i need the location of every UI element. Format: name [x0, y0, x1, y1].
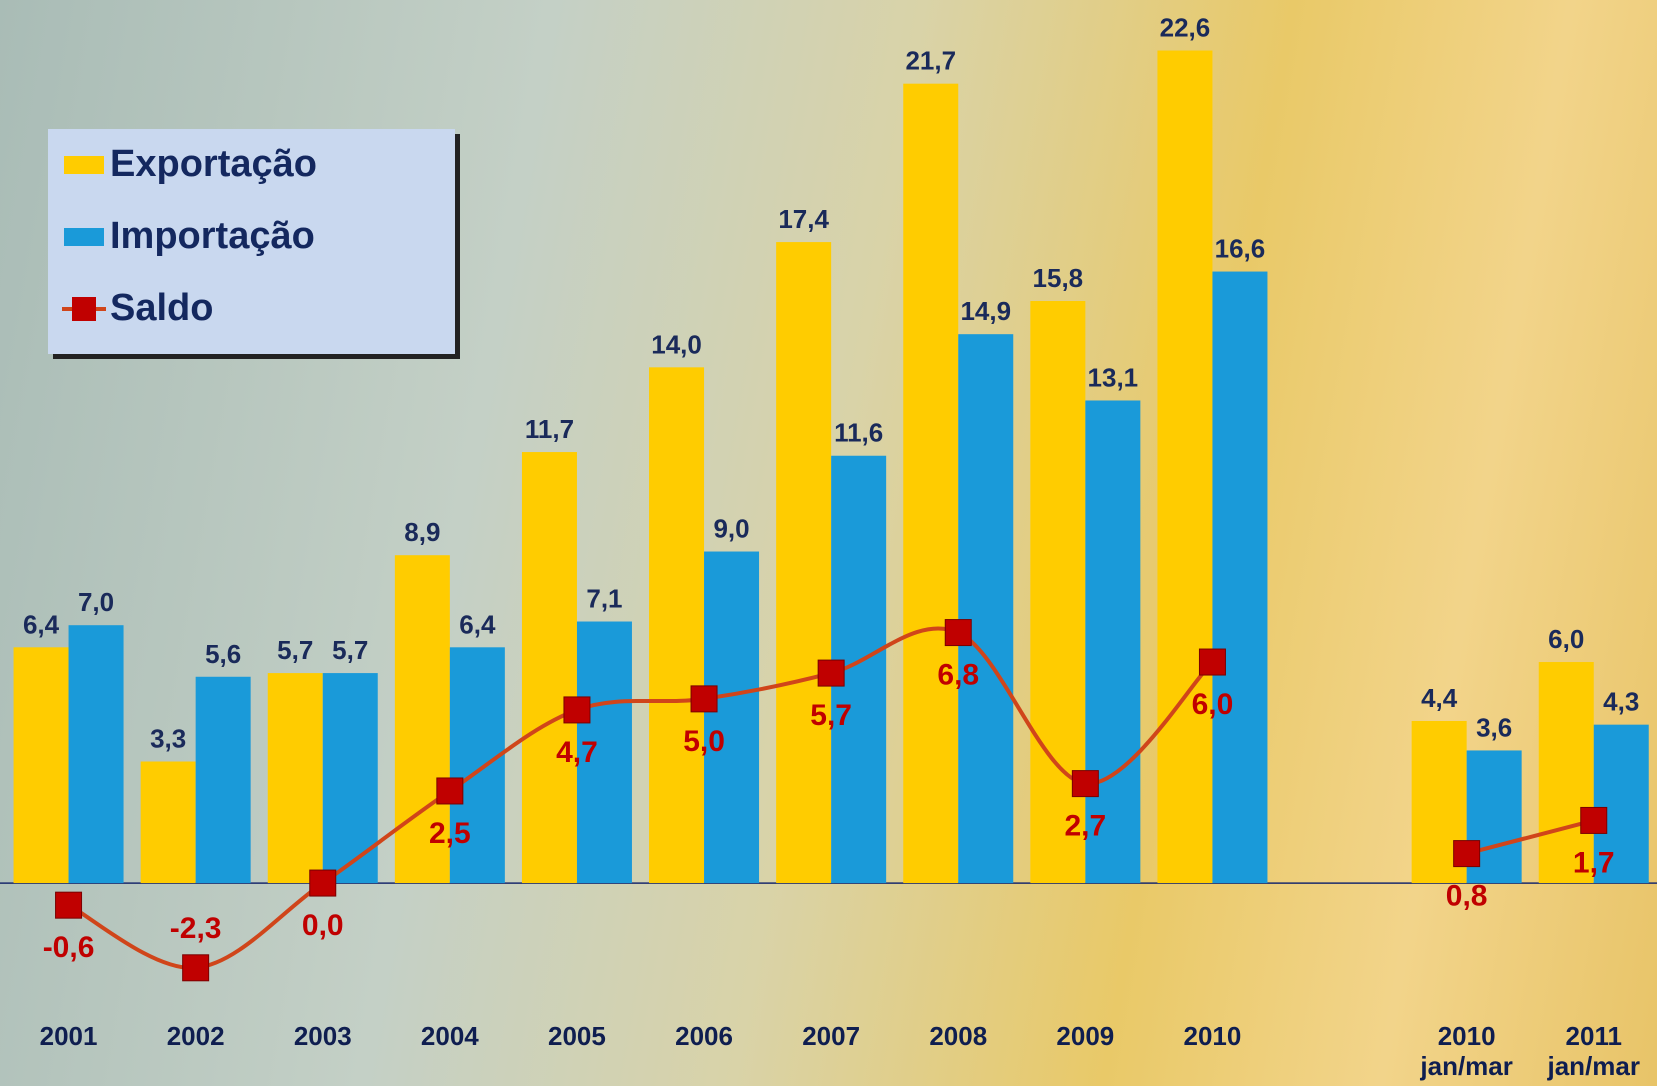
value-label: 5,7 [810, 699, 852, 732]
marker [818, 660, 844, 686]
value-label: 6,4 [23, 609, 60, 639]
value-label: 4,4 [1421, 683, 1458, 713]
legend-entry: Saldo [62, 287, 213, 330]
marker [437, 778, 463, 804]
x-tick-label: 2010 jan/mar [1402, 1022, 1532, 1082]
value-label: 14,0 [651, 329, 702, 359]
legend-swatch [62, 150, 106, 180]
bar [776, 242, 831, 883]
value-label: 21,7 [905, 46, 956, 76]
value-label: 11,7 [525, 414, 574, 444]
value-label: 16,6 [1215, 234, 1266, 264]
x-tick-label: 2010 [1147, 1022, 1277, 1052]
value-label: 0,0 [302, 909, 344, 942]
marker [945, 620, 971, 646]
swatch [64, 228, 104, 246]
legend-label: Saldo [110, 287, 213, 330]
value-label: 2,5 [429, 817, 471, 850]
x-tick-label: 2008 [893, 1022, 1023, 1052]
value-label: 6,4 [459, 609, 496, 639]
value-label: -0,6 [43, 931, 95, 964]
legend: Exportação Importação Saldo [48, 129, 455, 354]
x-tick-label: 2004 [385, 1022, 515, 1052]
legend-label: Importação [110, 215, 315, 258]
bar [69, 625, 124, 883]
value-label: 17,4 [778, 204, 829, 234]
value-label: 15,8 [1033, 263, 1084, 293]
x-tick-label: 2005 [512, 1022, 642, 1052]
chart: 6,4 3,3 5,7 8,9 11,7 14,0 17,4 21,7 15,8 22,6 4,4 6… [0, 0, 1657, 1086]
legend-swatch [62, 222, 106, 252]
bar [1157, 51, 1212, 884]
bar [903, 84, 958, 883]
x-tick-label: 2002 [131, 1022, 261, 1052]
marker [183, 955, 209, 981]
legend-label: Exportação [110, 143, 317, 186]
marker [1581, 807, 1607, 833]
value-label: 11,6 [834, 418, 883, 448]
value-label: 22,6 [1160, 13, 1211, 43]
marker [691, 686, 717, 712]
value-label: 6,0 [1192, 688, 1234, 721]
marker [1454, 841, 1480, 867]
marker [1199, 649, 1225, 675]
value-label: 5,7 [332, 635, 368, 665]
value-label: 4,3 [1603, 687, 1639, 717]
value-label: 6,0 [1548, 624, 1584, 654]
bar [1212, 272, 1267, 884]
bar [268, 673, 323, 883]
value-label: 5,6 [205, 639, 241, 669]
x-tick-label: 2003 [258, 1022, 388, 1052]
bar [958, 334, 1013, 883]
value-label: 14,9 [960, 296, 1011, 326]
x-tick-label: 2009 [1020, 1022, 1150, 1052]
value-label: 13,1 [1088, 362, 1139, 392]
marker [56, 892, 82, 918]
value-label: 2,7 [1064, 810, 1106, 843]
x-tick-label: 2001 [4, 1022, 134, 1052]
swatch [64, 156, 104, 174]
legend-entry: Exportação [62, 143, 317, 186]
swatch-marker [72, 297, 96, 321]
value-label: 4,7 [556, 736, 598, 769]
value-label: -2,3 [170, 912, 222, 945]
bar [649, 367, 704, 883]
value-label: 1,7 [1573, 846, 1615, 879]
x-tick-label: 2011 jan/mar [1529, 1022, 1657, 1082]
value-label: 3,3 [150, 724, 186, 754]
bar [14, 647, 69, 883]
value-label: 3,6 [1476, 712, 1512, 742]
value-label: 0,8 [1446, 880, 1488, 913]
marker [1072, 771, 1098, 797]
value-label: 9,0 [713, 514, 749, 544]
value-label: 7,1 [586, 584, 622, 614]
bar [196, 677, 251, 883]
value-label: 5,7 [277, 635, 313, 665]
legend-swatch [62, 294, 106, 324]
value-label: 6,8 [937, 659, 979, 692]
value-label: 5,0 [683, 725, 725, 758]
legend-entry: Importação [62, 215, 315, 258]
marker [310, 870, 336, 896]
marker [564, 697, 590, 723]
x-tick-label: 2006 [639, 1022, 769, 1052]
value-label: 8,9 [404, 517, 440, 547]
bar [704, 552, 759, 884]
bar [522, 452, 577, 883]
value-label: 7,0 [78, 587, 114, 617]
bar [141, 762, 196, 884]
x-tick-label: 2007 [766, 1022, 896, 1052]
